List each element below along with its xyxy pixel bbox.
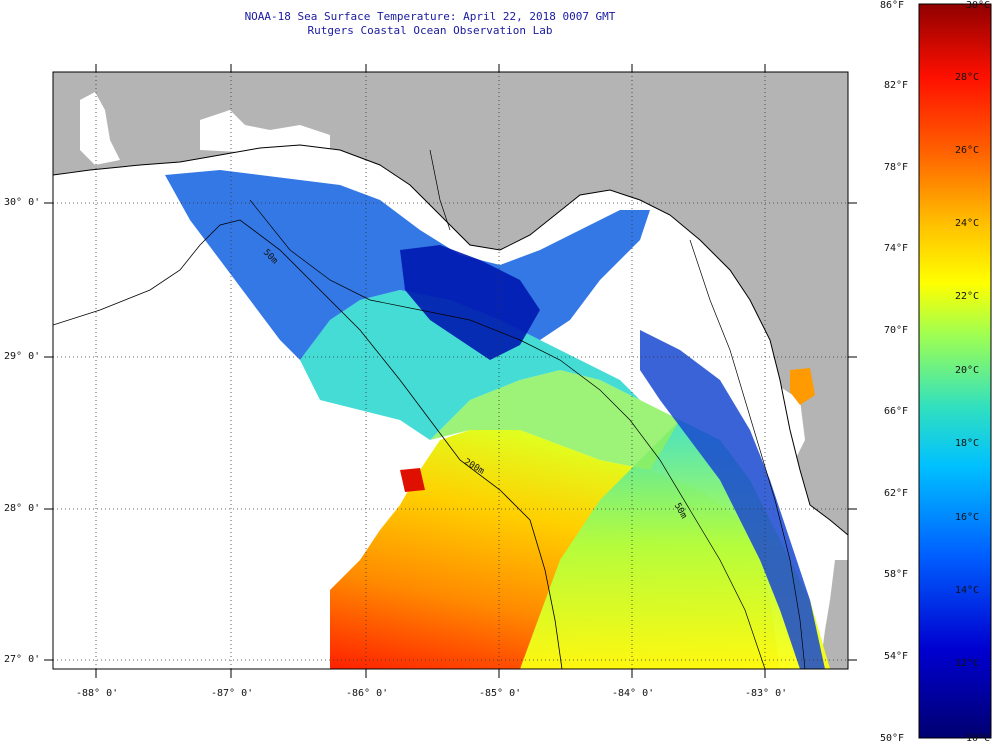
florida-peninsula	[820, 560, 848, 669]
cbar-c-22: 22°C	[955, 291, 980, 302]
cbar-f-50: 50°F	[880, 733, 905, 744]
mobile-bay	[80, 92, 120, 165]
land-mass	[53, 72, 848, 535]
sst-coastal-blue-strip	[640, 330, 825, 669]
cbar-c-24: 24°C	[955, 218, 980, 229]
cbar-f-74: 74°F	[884, 243, 909, 254]
title-line-1: NOAA-18 Sea Surface Temperature: April 2…	[244, 10, 616, 23]
lat-label-30: 30° 0'	[4, 197, 41, 208]
cbar-c-10: 10°C	[966, 733, 991, 744]
cbar-f-54: 54°F	[884, 651, 909, 662]
cbar-f-82: 82°F	[884, 80, 909, 91]
cbar-c-12: 12°C	[955, 658, 980, 669]
cbar-f-70: 70°F	[884, 325, 909, 336]
pensacola-bays	[200, 110, 330, 152]
cloud-gap-east	[768, 380, 805, 470]
warm-spot	[790, 368, 815, 405]
cloud-gap-west	[53, 230, 330, 669]
cbar-f-78: 78°F	[884, 162, 909, 173]
isobath-inner	[429, 149, 806, 669]
lon-label-84: -84° 0'	[612, 688, 655, 699]
cbar-f-62: 62°F	[884, 488, 909, 499]
cloud-gap-northeast	[640, 250, 770, 360]
sst-cold-core	[400, 245, 540, 360]
lon-label-83: -83° 0'	[745, 688, 788, 699]
cbar-c-28: 28°C	[955, 72, 980, 83]
title-line-2: Rutgers Coastal Ocean Observation Lab	[307, 24, 553, 37]
sst-cyan-band	[300, 290, 640, 440]
lon-label-86: -86° 0'	[346, 688, 389, 699]
sst-shelf-green	[430, 370, 680, 470]
cbar-c-26: 26°C	[955, 145, 980, 156]
colorbar	[918, 3, 992, 739]
cbar-c-30: 30°C	[966, 0, 991, 11]
map-border	[52, 71, 849, 670]
cbar-c-14: 14°C	[955, 585, 980, 596]
sst-mid-water	[520, 420, 830, 669]
lon-label-85: -85° 0'	[479, 688, 522, 699]
cbar-c-16: 16°C	[955, 512, 980, 523]
isobath-200m	[53, 219, 563, 669]
lon-label-88: -88° 0'	[76, 688, 119, 699]
cbar-f-86: 86°F	[880, 0, 905, 11]
lat-label-27: 27° 0'	[4, 654, 41, 665]
cbar-c-18: 18°C	[955, 438, 980, 449]
hot-spot	[400, 468, 425, 492]
lat-label-29: 29° 0'	[4, 351, 41, 362]
lat-label-28: 28° 0'	[4, 503, 41, 514]
cbar-f-66: 66°F	[884, 406, 909, 417]
graticule	[53, 72, 848, 669]
cbar-f-58: 58°F	[884, 569, 909, 580]
cbar-c-20: 20°C	[955, 365, 980, 376]
isobath-50m	[249, 199, 766, 669]
frame-ticks	[44, 64, 857, 678]
lon-label-87: -87° 0'	[211, 688, 254, 699]
coastline	[53, 144, 848, 536]
